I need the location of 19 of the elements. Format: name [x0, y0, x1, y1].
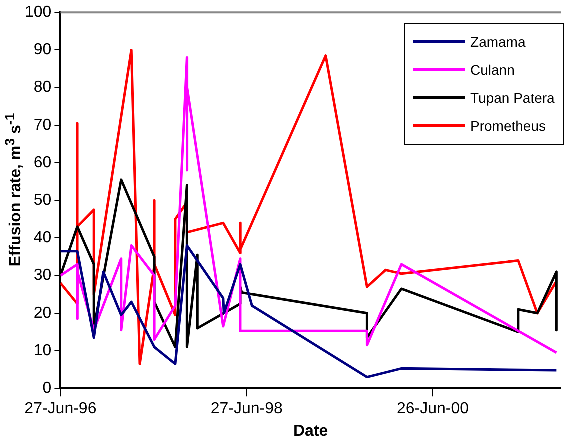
y-tick-label: 10: [34, 342, 52, 360]
y-tick-label: 20: [34, 304, 52, 322]
y-tick-label: 30: [34, 267, 52, 284]
y-tick-label: 40: [34, 230, 52, 247]
y-tick-label: 100: [24, 4, 52, 22]
y-tick-label: 0: [42, 380, 52, 398]
legend-label: Zamama: [470, 34, 526, 50]
x-tick-label: 26-Jun-00: [396, 400, 470, 418]
y-tick-label: 80: [34, 79, 52, 96]
x-tick-label: 27-Jun-96: [24, 400, 97, 418]
y-tick-label: 70: [34, 116, 52, 134]
y-tick-label: 90: [34, 42, 52, 59]
x-axis-title: Date: [294, 422, 328, 440]
y-tick-label: 50: [34, 192, 52, 210]
legend-label: Culann: [470, 62, 515, 78]
legend-label: Prometheus: [470, 118, 546, 134]
legend-label: Tupan Patera: [470, 90, 555, 106]
x-tick-label: 27-Jun-98: [210, 400, 283, 418]
y-tick-label: 60: [34, 154, 52, 172]
